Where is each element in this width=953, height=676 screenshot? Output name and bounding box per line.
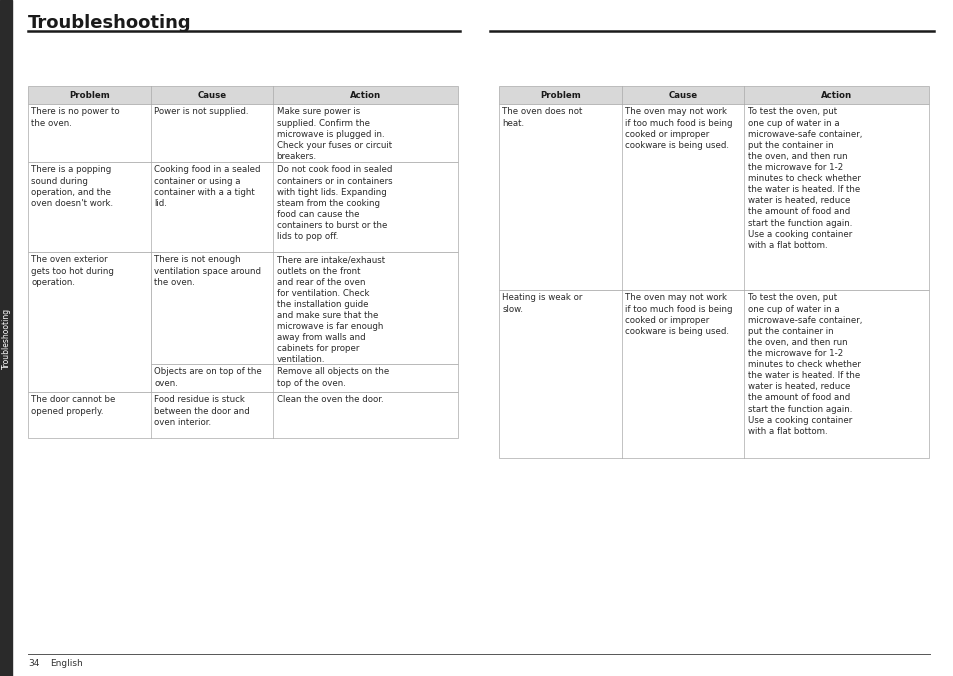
Bar xyxy=(28,104,457,162)
Bar xyxy=(28,86,457,104)
Text: Power is not supplied.: Power is not supplied. xyxy=(153,107,249,116)
Text: The oven may not work
if too much food is being
cooked or improper
cookware is b: The oven may not work if too much food i… xyxy=(624,293,732,336)
Text: There is no power to
the oven.: There is no power to the oven. xyxy=(31,107,120,128)
Text: Problem: Problem xyxy=(69,91,110,99)
Text: Objects are on top of the
oven.: Objects are on top of the oven. xyxy=(153,368,261,387)
Text: There is a popping
sound during
operation, and the
oven doesn't work.: There is a popping sound during operatio… xyxy=(31,166,113,208)
Text: Make sure power is
supplied. Confirm the
microwave is plugged in.
Check your fus: Make sure power is supplied. Confirm the… xyxy=(276,107,392,161)
Text: 34: 34 xyxy=(28,659,39,668)
Bar xyxy=(498,290,928,458)
Text: Clean the oven the door.: Clean the oven the door. xyxy=(276,395,383,404)
Text: The oven may not work
if too much food is being
cooked or improper
cookware is b: The oven may not work if too much food i… xyxy=(624,107,732,150)
Text: There are intake/exhaust
outlets on the front
and rear of the oven
for ventilati: There are intake/exhaust outlets on the … xyxy=(276,256,384,364)
Text: Cause: Cause xyxy=(197,91,226,99)
Bar xyxy=(498,86,928,104)
Text: Cause: Cause xyxy=(667,91,697,99)
Text: Cooking food in a sealed
container or using a
container with a a tight
lid.: Cooking food in a sealed container or us… xyxy=(153,166,260,208)
Bar xyxy=(0,0,12,676)
Bar xyxy=(498,104,928,290)
Text: Do not cook food in sealed
containers or in containers
with tight lids. Expandin: Do not cook food in sealed containers or… xyxy=(276,166,392,241)
Text: English: English xyxy=(50,659,83,668)
Bar xyxy=(28,162,457,252)
Text: Heating is weak or
slow.: Heating is weak or slow. xyxy=(502,293,582,314)
Text: There is not enough
ventilation space around
the oven.: There is not enough ventilation space ar… xyxy=(153,256,261,287)
Text: The door cannot be
opened properly.: The door cannot be opened properly. xyxy=(31,395,115,416)
Text: Problem: Problem xyxy=(539,91,580,99)
Bar xyxy=(28,252,151,392)
Text: To test the oven, put
one cup of water in a
microwave-safe container,
put the co: To test the oven, put one cup of water i… xyxy=(747,293,862,436)
Text: Remove all objects on the
top of the oven.: Remove all objects on the top of the ove… xyxy=(276,368,389,387)
Text: The oven does not
heat.: The oven does not heat. xyxy=(502,107,582,128)
Text: Troubleshooting: Troubleshooting xyxy=(28,14,192,32)
Text: To test the oven, put
one cup of water in a
microwave-safe container,
put the co: To test the oven, put one cup of water i… xyxy=(747,107,862,249)
Text: Troubleshooting: Troubleshooting xyxy=(2,308,10,368)
Text: Food residue is stuck
between the door and
oven interior.: Food residue is stuck between the door a… xyxy=(153,395,250,427)
Bar xyxy=(151,364,457,392)
Text: Action: Action xyxy=(821,91,851,99)
Bar xyxy=(28,392,457,438)
Bar xyxy=(151,252,457,364)
Text: The oven exterior
gets too hot during
operation.: The oven exterior gets too hot during op… xyxy=(31,256,114,287)
Text: Action: Action xyxy=(350,91,380,99)
